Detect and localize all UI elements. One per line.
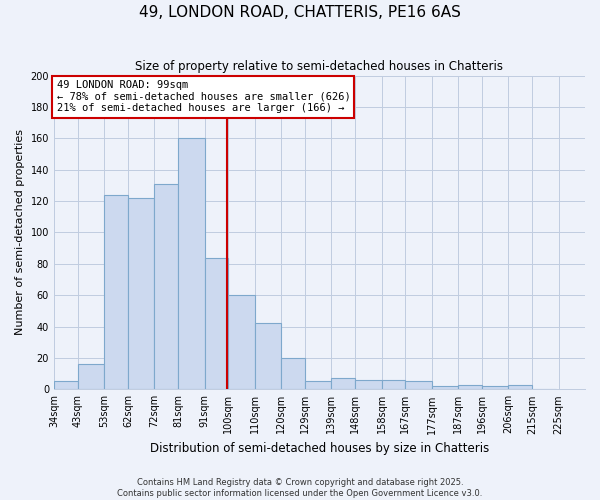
Bar: [229, 295, 255, 390]
Title: Size of property relative to semi-detached houses in Chatteris: Size of property relative to semi-detach…: [136, 60, 503, 73]
Bar: [154, 184, 178, 390]
Bar: [178, 138, 205, 390]
Bar: [281, 358, 305, 390]
Bar: [54, 382, 77, 390]
Bar: [482, 386, 508, 390]
Bar: [128, 198, 154, 390]
Bar: [458, 384, 482, 390]
Bar: [382, 380, 406, 390]
Bar: [77, 364, 104, 390]
Bar: [255, 324, 281, 390]
Bar: [104, 195, 128, 390]
Bar: [331, 378, 355, 390]
Y-axis label: Number of semi-detached properties: Number of semi-detached properties: [15, 130, 25, 336]
Bar: [305, 382, 331, 390]
Text: 49 LONDON ROAD: 99sqm
← 78% of semi-detached houses are smaller (626)
21% of sem: 49 LONDON ROAD: 99sqm ← 78% of semi-deta…: [56, 80, 350, 114]
Bar: [508, 384, 532, 390]
Bar: [355, 380, 382, 390]
X-axis label: Distribution of semi-detached houses by size in Chatteris: Distribution of semi-detached houses by …: [150, 442, 489, 455]
Bar: [406, 382, 432, 390]
Bar: [205, 258, 229, 390]
Text: 49, LONDON ROAD, CHATTERIS, PE16 6AS: 49, LONDON ROAD, CHATTERIS, PE16 6AS: [139, 5, 461, 20]
Bar: [432, 386, 458, 390]
Text: Contains HM Land Registry data © Crown copyright and database right 2025.
Contai: Contains HM Land Registry data © Crown c…: [118, 478, 482, 498]
